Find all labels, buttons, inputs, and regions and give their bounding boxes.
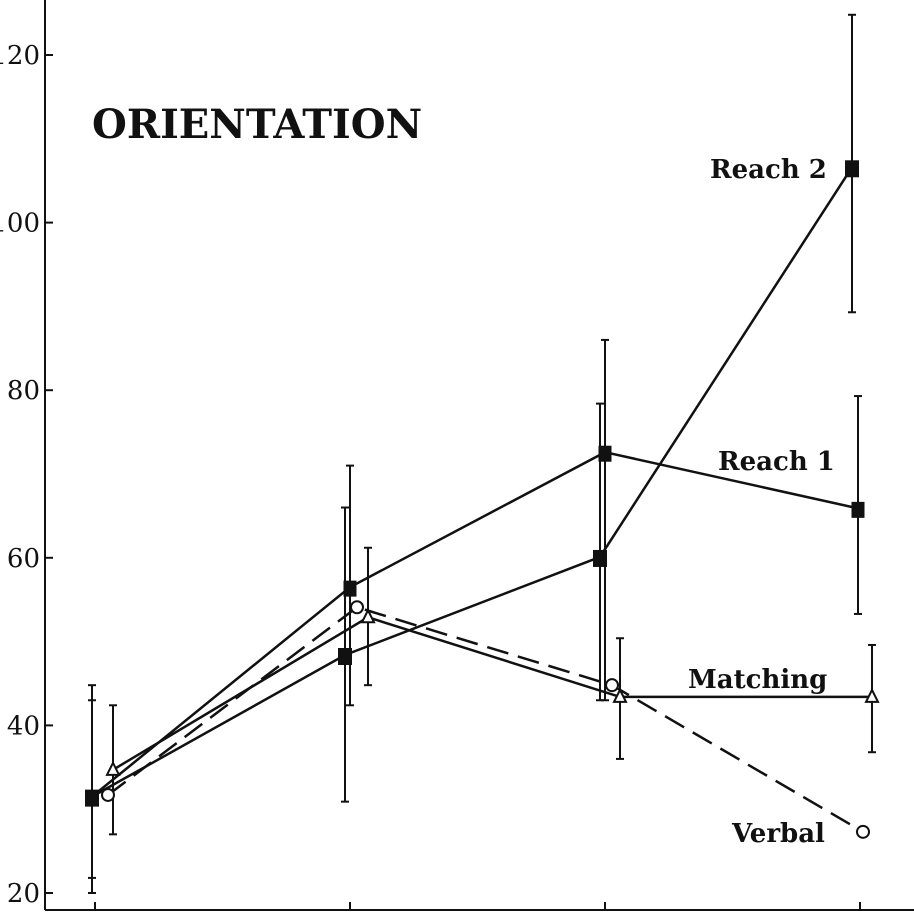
data-point-triangle bbox=[612, 687, 628, 703]
data-point-triangle bbox=[864, 687, 880, 703]
data-point-square bbox=[343, 580, 357, 597]
series-verbal bbox=[101, 600, 870, 839]
data-point-circle bbox=[856, 824, 870, 839]
chart-title: ORIENTATION bbox=[92, 101, 422, 148]
series-reach-1 bbox=[85, 338, 865, 879]
data-point-triangle bbox=[360, 608, 376, 624]
y-tick-label: 60 bbox=[7, 544, 40, 574]
y-tick-label: 100 bbox=[0, 209, 40, 239]
data-point-square bbox=[598, 445, 612, 462]
series-line bbox=[91, 450, 859, 798]
series-line bbox=[91, 166, 854, 798]
y-tick-label: 40 bbox=[7, 711, 40, 741]
series-label-verbal: Verbal bbox=[731, 819, 825, 849]
y-tick-label: 20 bbox=[7, 879, 40, 909]
series-line bbox=[107, 605, 864, 833]
data-point-square bbox=[845, 160, 859, 178]
data-point-square bbox=[85, 790, 99, 807]
plot-area bbox=[85, 13, 880, 894]
data-point-circle bbox=[350, 600, 364, 615]
y-tick-label: 120 bbox=[0, 41, 40, 71]
y-tick-label: 80 bbox=[7, 376, 40, 406]
data-point-square bbox=[851, 501, 865, 518]
data-point-square bbox=[593, 549, 607, 567]
data-point-triangle bbox=[105, 760, 121, 776]
data-point-circle bbox=[605, 678, 619, 693]
data-point-square bbox=[338, 648, 352, 666]
series-label-reach-2: Reach 2 bbox=[710, 155, 827, 185]
series-label-matching: Matching bbox=[688, 665, 827, 695]
data-point-circle bbox=[101, 787, 115, 802]
series-label-reach-1: Reach 1 bbox=[718, 447, 835, 477]
